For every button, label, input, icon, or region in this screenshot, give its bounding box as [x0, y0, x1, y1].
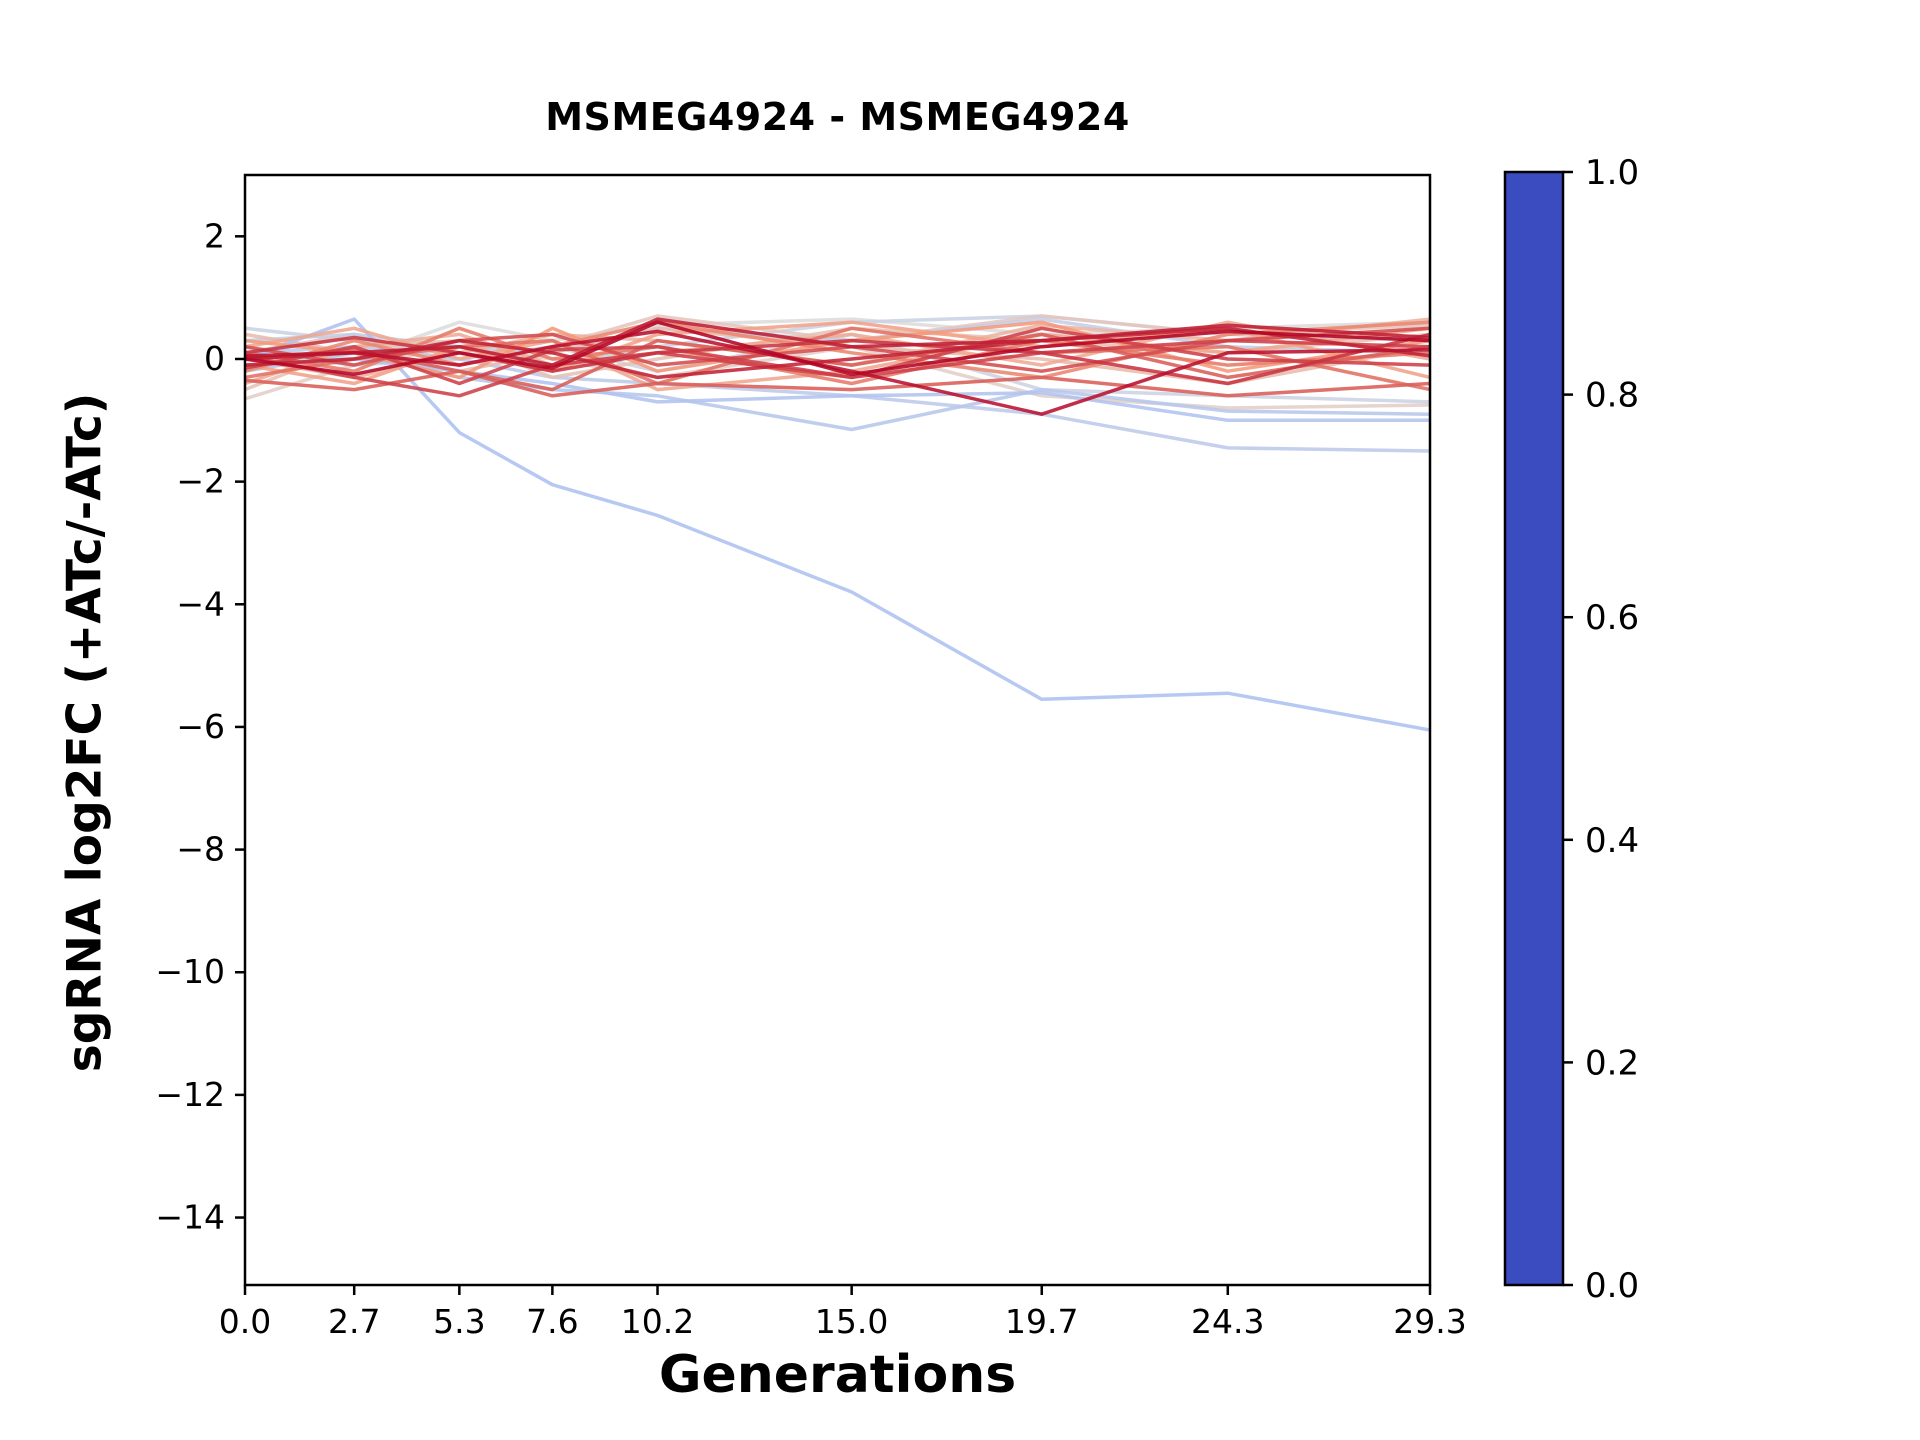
sgRNA-trace	[245, 329, 1430, 416]
x-tick-label: 2.7	[328, 1302, 380, 1341]
colorbar-tick-label: 1.0	[1585, 153, 1639, 193]
sgRNA-trace	[245, 320, 1430, 380]
x-tick-label: 5.3	[433, 1302, 485, 1341]
x-tick-label: 29.3	[1393, 1302, 1466, 1341]
y-tick-label: −14	[155, 1198, 225, 1237]
colorbar-tick-label: 0.2	[1585, 1043, 1639, 1083]
chart-title: MSMEG4924 - MSMEG4924	[545, 95, 1130, 139]
sgRNA-trace	[245, 320, 1430, 386]
plot-border	[243, 173, 1432, 1287]
y-tick-label: −12	[155, 1075, 225, 1114]
y-tick-label: 2	[204, 216, 225, 255]
y-tick-label: −10	[155, 952, 225, 991]
x-tick-label: 7.6	[526, 1302, 578, 1341]
colorbar-border	[1503, 170, 1565, 1287]
x-axis-label: Generations	[658, 1345, 1017, 1405]
sgRNA-trace	[245, 317, 1430, 367]
y-tick-label: 0	[204, 339, 225, 378]
colorbar-gradient	[1505, 172, 1563, 1285]
x-tick-label: 19.7	[1005, 1302, 1078, 1341]
colorbar-tick-label: 0.4	[1585, 821, 1639, 861]
colorbar-tick-label: 0.6	[1585, 598, 1639, 638]
y-tick-label: −8	[176, 830, 225, 869]
sgRNA-trace	[245, 357, 1430, 423]
sgRNA-trace	[245, 326, 1430, 392]
y-tick-label: −2	[176, 462, 225, 501]
y-tick-label: −6	[176, 707, 225, 746]
series-lines	[245, 314, 1430, 732]
x-tick-label: 24.3	[1191, 1302, 1264, 1341]
sgRNA-trace	[245, 320, 1430, 377]
x-tick-label: 15.0	[815, 1302, 888, 1341]
x-tick-label: 10.2	[621, 1302, 694, 1341]
y-tick-label: −4	[176, 584, 225, 623]
sgRNA-trace	[245, 326, 1430, 380]
colorbar-tick-label: 0.0	[1585, 1266, 1639, 1306]
sgRNA-trace	[245, 326, 1430, 386]
x-tick-label: 0.0	[219, 1302, 271, 1341]
colorbar-tick-label: 0.8	[1585, 376, 1639, 416]
